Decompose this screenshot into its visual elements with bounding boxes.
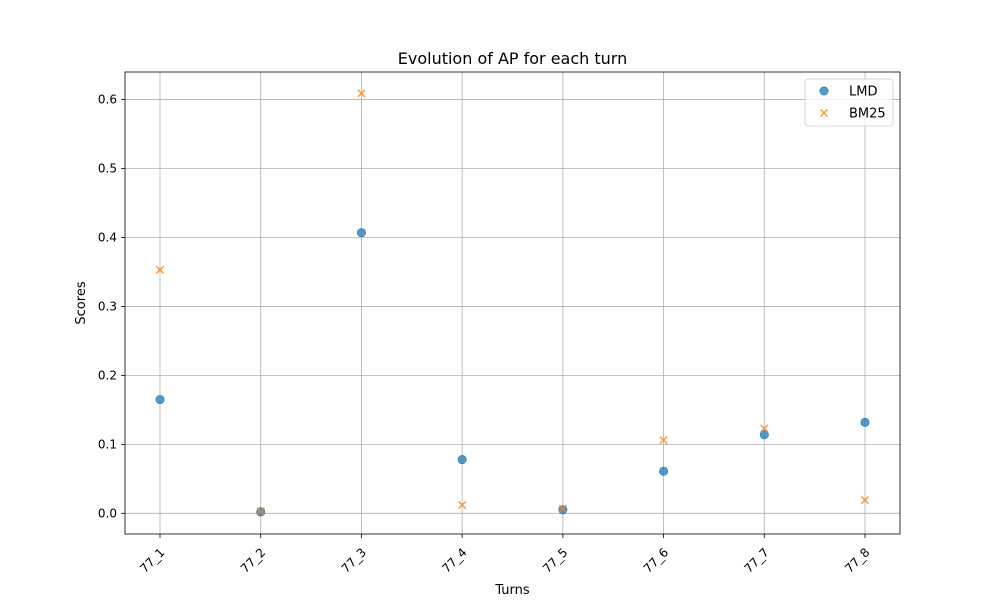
x-marker-stroke	[760, 424, 769, 433]
x-tick-label: 77_7	[741, 545, 771, 575]
y-tick-label: 0.2	[98, 368, 117, 382]
y-tick-label: 0.3	[98, 299, 117, 313]
bm25-point	[457, 500, 467, 510]
lmd-point	[558, 505, 568, 515]
plot-frame	[124, 71, 901, 535]
lmd-point	[356, 228, 366, 238]
grid-layer	[125, 72, 900, 534]
lmd-point	[759, 430, 769, 440]
lmd-point	[860, 417, 870, 427]
bm25-point	[760, 424, 769, 433]
x-marker-stroke	[357, 89, 366, 98]
legend-entries: LMD BM25	[819, 85, 886, 122]
lmd-point	[659, 466, 669, 476]
bm25-point	[155, 265, 165, 275]
chart-title: Evolution of AP for each turn	[398, 49, 627, 68]
y-tick-label: 0.1	[98, 437, 117, 451]
x-marker-stroke	[457, 500, 467, 510]
bm25-point	[256, 507, 265, 516]
y-axis-label: Scores	[74, 281, 89, 324]
x-marker-stroke	[860, 496, 870, 505]
y-tick-label: 0.5	[98, 162, 117, 176]
legend: LMD BM25	[804, 78, 894, 127]
y-tick-label: 0.0	[98, 506, 117, 520]
x-marker-stroke	[558, 504, 568, 513]
bm25-point	[860, 496, 870, 505]
bm25-point	[357, 89, 366, 98]
lmd-point	[155, 395, 165, 405]
x-tick-label: 77_6	[641, 545, 671, 575]
x-tick-label: 77_2	[238, 545, 268, 575]
y-axis: 0.0 0.1 0.2 0.3 0.4 0.5 0.6	[98, 93, 125, 520]
x-axis-label: Turns	[494, 583, 530, 598]
x-marker-stroke	[819, 108, 829, 118]
x-tick-label: 77_8	[842, 545, 872, 575]
x-axis: 77_1 77_2 77_3 77_4 77_5 77_6 77_7 77_8	[137, 534, 873, 576]
x-marker-stroke	[659, 436, 668, 445]
legend-marker-lmd	[819, 86, 829, 96]
x-marker-stroke	[256, 507, 265, 516]
lmd-point	[457, 455, 467, 465]
y-tick-label: 0.4	[98, 230, 117, 244]
y-tick-label: 0.6	[98, 93, 117, 107]
legend-label-bm25: BM25	[849, 107, 886, 122]
x-tick-label: 77_3	[339, 545, 369, 575]
data-points	[155, 89, 870, 517]
bm25-point	[558, 504, 568, 513]
legend-label-lmd: LMD	[849, 85, 877, 100]
legend-marker-bm25	[819, 108, 829, 118]
x-tick-label: 77_1	[137, 545, 167, 575]
x-marker-stroke	[155, 265, 165, 275]
bm25-point	[659, 436, 668, 445]
x-tick-label: 77_5	[540, 545, 570, 575]
x-tick-label: 77_4	[439, 545, 469, 575]
